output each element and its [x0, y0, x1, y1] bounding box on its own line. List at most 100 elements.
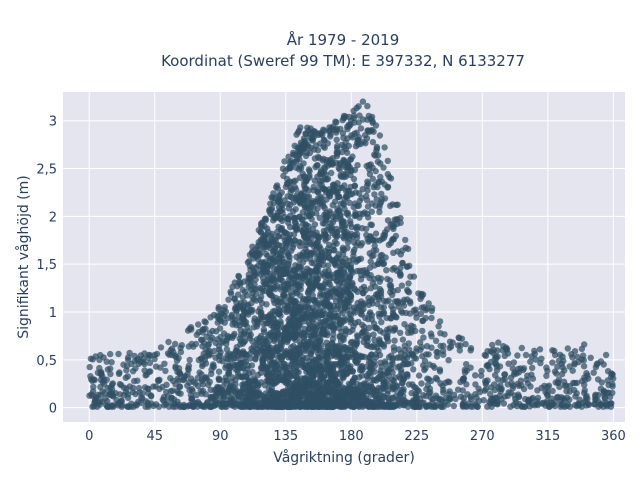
data-point	[559, 353, 566, 360]
data-point	[198, 390, 206, 397]
data-point	[554, 363, 561, 370]
y-axis-ticks: 0 0,5 1 1,5 2 2,5 3	[36, 115, 57, 417]
data-point	[172, 364, 179, 372]
data-point	[309, 292, 316, 299]
data-point	[321, 164, 328, 171]
data-point	[244, 259, 252, 266]
data-point	[372, 237, 380, 244]
data-point	[263, 301, 270, 308]
data-point	[381, 232, 389, 239]
data-point	[408, 329, 415, 336]
data-point	[336, 161, 344, 168]
data-point	[291, 356, 298, 363]
data-point	[291, 308, 298, 316]
data-point	[400, 374, 407, 381]
data-point	[433, 394, 440, 402]
data-point	[176, 401, 183, 408]
data-point	[296, 150, 304, 158]
data-point	[422, 314, 429, 322]
data-point	[580, 357, 587, 364]
data-point	[551, 402, 559, 410]
data-point	[581, 341, 588, 348]
data-point	[454, 386, 462, 393]
data-point	[271, 337, 278, 345]
data-point	[609, 380, 616, 388]
data-point	[257, 369, 265, 376]
data-point	[107, 350, 114, 358]
data-point	[303, 313, 310, 321]
data-point	[270, 239, 277, 246]
data-point	[250, 324, 258, 331]
data-point	[442, 379, 449, 386]
data-point	[420, 392, 427, 399]
data-point	[261, 313, 268, 321]
data-point	[202, 319, 209, 326]
data-point	[128, 360, 135, 368]
data-point	[329, 229, 336, 236]
data-point	[169, 387, 176, 394]
data-point	[359, 403, 366, 410]
data-point	[404, 288, 412, 295]
data-point	[518, 344, 525, 352]
data-point	[209, 362, 216, 370]
data-point	[240, 315, 247, 322]
data-point	[323, 339, 330, 346]
data-point	[305, 166, 313, 173]
data-point	[287, 396, 295, 403]
data-point	[376, 208, 383, 216]
chart-title-line1: År 1979 - 2019	[287, 30, 400, 49]
data-point	[320, 185, 327, 192]
data-point	[285, 280, 292, 287]
data-point	[283, 180, 291, 187]
data-point	[295, 166, 303, 173]
data-point	[229, 321, 236, 328]
data-point	[272, 379, 280, 386]
data-point	[456, 347, 463, 354]
data-point	[354, 136, 361, 143]
data-point	[317, 374, 325, 381]
data-point	[114, 400, 122, 407]
data-point	[320, 202, 327, 210]
data-point	[374, 375, 381, 382]
data-point	[255, 339, 262, 346]
data-point	[142, 398, 150, 405]
data-point	[224, 332, 231, 340]
data-point	[287, 289, 295, 296]
data-point	[424, 375, 431, 382]
data-point	[275, 241, 282, 249]
data-point	[329, 202, 336, 209]
data-point	[350, 252, 357, 259]
data-point	[107, 370, 114, 378]
data-point	[385, 297, 392, 304]
data-point	[350, 204, 357, 211]
data-point	[322, 217, 329, 224]
data-point	[290, 151, 297, 158]
data-point	[349, 233, 356, 240]
data-point	[333, 188, 340, 195]
data-point	[609, 389, 616, 396]
data-point	[249, 306, 256, 314]
data-point	[344, 361, 351, 368]
data-point	[594, 360, 601, 367]
data-point	[231, 394, 238, 401]
data-point	[161, 402, 168, 409]
data-point	[467, 393, 474, 400]
data-point	[522, 351, 530, 359]
data-point	[278, 298, 285, 306]
data-point	[359, 321, 366, 329]
data-point	[302, 296, 310, 303]
chart-title-line2: Koordinat (Sweref 99 TM): E 397332, N 61…	[161, 52, 525, 70]
x-tick-label: 225	[404, 429, 429, 444]
data-point	[385, 241, 393, 248]
y-axis-label: Signifikant våghöjd (m)	[15, 175, 32, 338]
data-point	[194, 374, 201, 382]
data-point	[432, 337, 440, 344]
data-point	[266, 337, 273, 344]
data-point	[399, 336, 407, 343]
data-point	[353, 396, 360, 404]
data-point	[122, 374, 129, 381]
data-point	[370, 331, 377, 338]
data-point	[437, 342, 444, 350]
data-point	[297, 124, 304, 131]
data-point	[202, 360, 210, 367]
